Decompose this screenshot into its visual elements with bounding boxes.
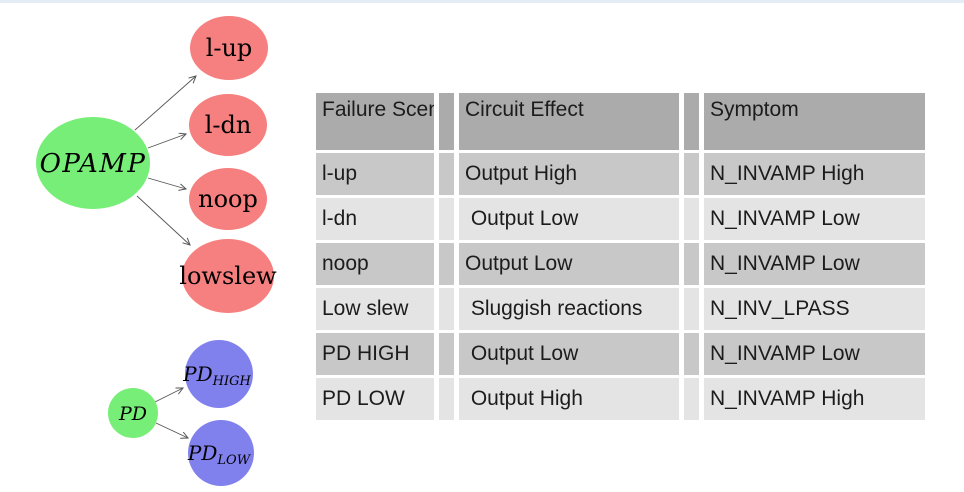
node-pd-low-subscript: LOW bbox=[216, 453, 251, 468]
cell-spacer bbox=[684, 198, 699, 240]
cell-spacer bbox=[439, 153, 454, 195]
cell-symptom: N_INV_LPASS bbox=[704, 288, 925, 330]
table-header-circuit-effect: Circuit Effect bbox=[459, 93, 679, 150]
edge-pd-pdlow bbox=[155, 422, 188, 438]
cell-spacer bbox=[439, 198, 454, 240]
node-opamp-label: OPAMP bbox=[40, 149, 147, 179]
cell-symptom: N_INVAMP Low bbox=[704, 243, 925, 285]
node-l-dn bbox=[189, 94, 267, 156]
cell-spacer bbox=[684, 333, 699, 375]
cell-spacer bbox=[439, 243, 454, 285]
cell-spacer bbox=[439, 288, 454, 330]
failure-table: Failure Scenario Circuit Effect Symptom … bbox=[316, 93, 925, 420]
node-pd-label: PD bbox=[118, 403, 147, 425]
cell-effect: Output Low bbox=[459, 198, 679, 240]
node-pd-low-label: PDLOW bbox=[187, 441, 252, 468]
cell-scenario: PD LOW bbox=[316, 378, 434, 420]
node-pd-high bbox=[185, 340, 253, 408]
cell-effect: Output Low bbox=[459, 243, 679, 285]
table-header-failure-scenario: Failure Scenario bbox=[316, 93, 434, 150]
cell-symptom: N_INVAMP High bbox=[704, 153, 925, 195]
cell-effect: Sluggish reactions bbox=[459, 288, 679, 330]
slide-top-edge bbox=[0, 0, 964, 3]
cell-scenario: l-up bbox=[316, 153, 434, 195]
cell-spacer bbox=[439, 378, 454, 420]
cell-spacer bbox=[684, 288, 699, 330]
node-pd-high-label: PDHIGH bbox=[182, 362, 251, 389]
cell-effect: Output High bbox=[459, 378, 679, 420]
cell-scenario: noop bbox=[316, 243, 434, 285]
node-l-up-label: l-up bbox=[206, 34, 253, 62]
node-pd-high-subscript: HIGH bbox=[212, 374, 252, 389]
cell-symptom: N_INVAMP Low bbox=[704, 198, 925, 240]
cell-effect: Output High bbox=[459, 153, 679, 195]
node-pd bbox=[108, 388, 158, 438]
edge-opamp-lup bbox=[134, 76, 196, 131]
edge-pd-pdhigh bbox=[154, 388, 183, 403]
node-l-up bbox=[190, 16, 268, 80]
table-header-spacer bbox=[684, 93, 699, 150]
cell-spacer bbox=[439, 333, 454, 375]
cell-spacer bbox=[684, 378, 699, 420]
edge-opamp-noop bbox=[147, 177, 186, 189]
cell-effect: Output Low bbox=[459, 333, 679, 375]
cell-scenario: PD HIGH bbox=[316, 333, 434, 375]
cell-scenario: Low slew bbox=[316, 288, 434, 330]
node-lowslew bbox=[182, 239, 274, 313]
cell-spacer bbox=[684, 153, 699, 195]
cell-scenario: l-dn bbox=[316, 198, 434, 240]
node-noop bbox=[189, 168, 267, 230]
node-pd-low bbox=[188, 420, 254, 486]
node-noop-label: noop bbox=[198, 185, 258, 213]
table-header-symptom: Symptom bbox=[704, 93, 925, 150]
node-lowslew-label: lowslew bbox=[179, 262, 277, 290]
table-header-spacer bbox=[439, 93, 454, 150]
edge-opamp-ldn bbox=[147, 134, 186, 149]
fault-tree-diagram: OPAMP l-up l-dn noop lowslew PD PDHIGH P… bbox=[36, 16, 277, 486]
edge-opamp-lowslew bbox=[136, 195, 190, 245]
cell-spacer bbox=[684, 243, 699, 285]
cell-symptom: N_INVAMP Low bbox=[704, 333, 925, 375]
node-l-dn-label: l-dn bbox=[205, 111, 252, 139]
node-opamp bbox=[36, 117, 150, 209]
cell-symptom: N_INVAMP High bbox=[704, 378, 925, 420]
